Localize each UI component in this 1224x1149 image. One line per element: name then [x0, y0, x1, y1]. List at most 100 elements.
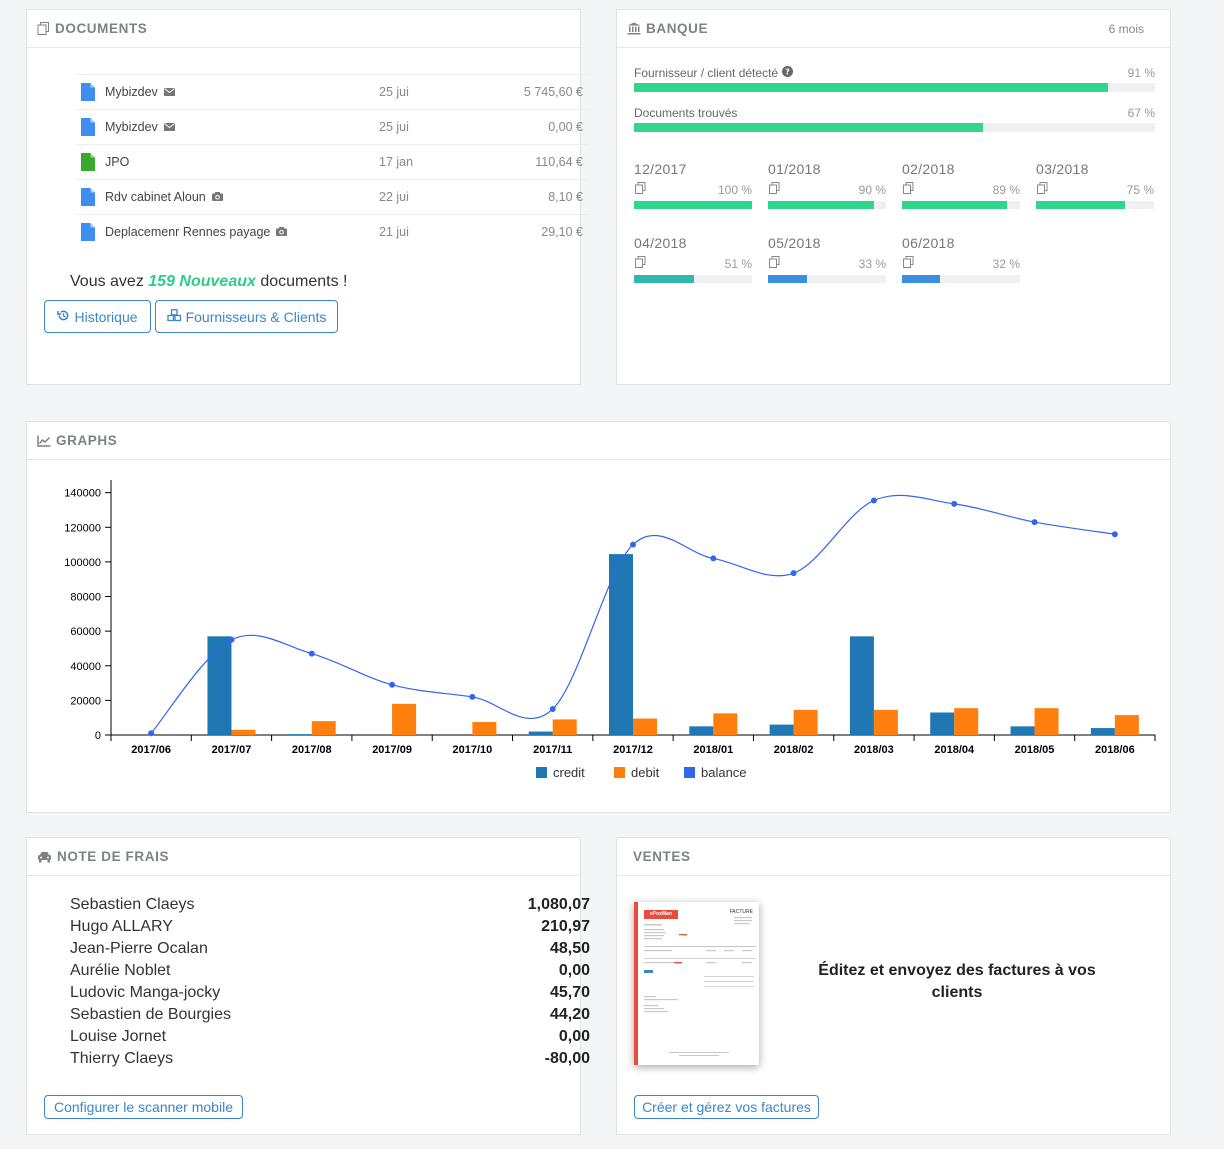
bank-month-track — [634, 275, 752, 283]
bank-month-label: 03/2018 — [1036, 161, 1089, 177]
copy-icon — [635, 255, 646, 273]
expense-row[interactable]: Ludovic Manga-jocky 45,70 — [70, 982, 590, 1004]
point-balance[interactable] — [469, 693, 476, 700]
point-balance[interactable] — [389, 681, 396, 688]
expense-row[interactable]: Jean-Pierre Ocalan 48,50 — [70, 938, 590, 960]
bar-debit[interactable] — [793, 709, 818, 735]
expense-row[interactable]: Aurélie Noblet 0,00 — [70, 960, 590, 982]
legend-swatch-debit — [614, 767, 625, 778]
ventes-panel: VENTES ePosMan FACTURE Éditez et envoyez… — [616, 837, 1171, 1135]
help-icon[interactable]: ? — [782, 66, 794, 80]
bar-credit[interactable] — [689, 726, 714, 735]
bar-debit[interactable] — [633, 718, 657, 735]
bar-debit[interactable] — [392, 703, 417, 735]
legend-label-credit[interactable]: credit — [553, 765, 585, 780]
new-documents-count[interactable]: 159 Nouveaux — [148, 273, 256, 290]
expense-amount: 45,70 — [549, 984, 590, 1001]
point-balance[interactable] — [228, 636, 235, 643]
document-row[interactable]: Mybizdev 25 jui 5 745,60 € — [75, 74, 589, 109]
bar-credit[interactable] — [849, 636, 874, 735]
bank-month-stat[interactable]: 02/2018 89 % — [902, 161, 1022, 211]
bar-debit[interactable] — [472, 722, 497, 735]
point-balance[interactable] — [549, 706, 556, 713]
document-date: 25 jui — [379, 85, 409, 99]
banque-header: BANQUE 6 mois — [617, 10, 1170, 48]
document-row[interactable]: Deplacemenr Rennes payage 21 jui 29,10 € — [75, 214, 589, 249]
document-name-cell: Deplacemenr Rennes payage — [105, 225, 379, 239]
legend-swatch-balance — [684, 767, 695, 778]
document-name-cell: Mybizdev — [105, 120, 379, 134]
bar-credit[interactable] — [528, 731, 553, 735]
expense-row[interactable]: Hugo ALLARY 210,97 — [70, 916, 590, 938]
bar-debit[interactable] — [954, 708, 979, 735]
point-balance[interactable] — [790, 570, 797, 577]
point-balance[interactable] — [308, 650, 315, 657]
bank-month-stat[interactable]: 12/2017 100 % — [634, 161, 754, 211]
document-date: 17 jan — [379, 155, 414, 169]
bank-icon — [627, 22, 641, 35]
summary-prefix: Vous avez — [70, 273, 144, 290]
point-balance[interactable] — [710, 555, 717, 562]
expense-person: Thierry Claeys — [70, 1050, 174, 1067]
graphs-header: GRAPHS — [27, 422, 1170, 460]
point-balance[interactable] — [148, 730, 155, 737]
legend-label-balance[interactable]: balance — [701, 765, 747, 780]
bar-credit[interactable] — [287, 734, 312, 735]
bar-debit[interactable] — [1034, 708, 1059, 735]
document-date: 25 jui — [379, 120, 409, 134]
expense-row[interactable]: Thierry Claeys -80,00 — [70, 1048, 590, 1070]
document-amount: 8,10 € — [548, 190, 583, 204]
expense-amount: 44,20 — [549, 1006, 590, 1023]
file-icon — [81, 83, 95, 101]
bank-month-stat[interactable]: 01/2018 90 % — [768, 161, 888, 211]
expense-row[interactable]: Sebastien de Bourgies 44,20 — [70, 1004, 590, 1026]
bar-debit[interactable] — [311, 721, 336, 735]
banque-title: BANQUE — [646, 21, 709, 36]
document-row[interactable]: JPO 17 jan 110,64 € — [75, 144, 589, 179]
bar-debit[interactable] — [873, 709, 898, 735]
point-balance[interactable] — [870, 497, 877, 504]
bank-month-fill — [902, 275, 940, 283]
banque-period[interactable]: 6 mois — [1108, 21, 1144, 36]
history-button[interactable]: Historique — [44, 300, 151, 333]
bank-month-track — [768, 201, 886, 209]
expense-amount: -80,00 — [544, 1050, 590, 1067]
bar-debit[interactable] — [1114, 715, 1139, 735]
bank-month-stat[interactable]: 05/2018 33 % — [768, 235, 888, 285]
bank-month-fill — [768, 275, 807, 283]
bar-credit[interactable] — [1090, 728, 1115, 735]
bank-month-fill — [902, 201, 1008, 209]
expense-person: Aurélie Noblet — [70, 962, 171, 979]
legend-label-debit[interactable]: debit — [631, 765, 660, 780]
document-amount: 110,64 € — [535, 155, 583, 169]
bar-credit[interactable] — [609, 554, 633, 735]
bank-month-stat[interactable]: 04/2018 51 % — [634, 235, 754, 285]
point-balance[interactable] — [1111, 531, 1118, 538]
expense-row[interactable]: Sebastien Claeys 1,080,07 — [70, 894, 590, 916]
bar-credit[interactable] — [207, 636, 232, 735]
suppliers-clients-button[interactable]: Fournisseurs & Clients — [155, 300, 338, 333]
create-invoices-button[interactable]: Créer et gérez vos factures — [634, 1095, 819, 1119]
bar-credit[interactable] — [769, 724, 794, 735]
expense-row[interactable]: Louise Jornet 0,00 — [70, 1026, 590, 1048]
bank-bar-percent: 67 % — [1127, 106, 1155, 120]
bank-month-percent: 33 % — [858, 257, 886, 271]
bank-month-stat[interactable]: 06/2018 32 % — [902, 235, 1022, 285]
point-balance[interactable] — [951, 500, 958, 507]
bar-credit[interactable] — [1010, 726, 1035, 735]
document-name-cell: Mybizdev — [105, 85, 379, 99]
ventes-message: Éditez et envoyez des factures à vos cli… — [818, 962, 1096, 1001]
bank-month-stat[interactable]: 03/2018 75 % — [1036, 161, 1156, 211]
document-row[interactable]: Mybizdev 25 jui 0,00 € — [75, 109, 589, 144]
invoice-lines — [644, 917, 756, 1056]
bar-credit[interactable] — [930, 712, 955, 735]
point-balance[interactable] — [1031, 519, 1038, 526]
bank-bar-track — [634, 123, 1155, 132]
bar-debit[interactable] — [713, 713, 738, 735]
point-balance[interactable] — [630, 541, 636, 548]
bar-debit[interactable] — [552, 719, 577, 735]
document-row[interactable]: Rdv cabinet Aloun 22 jui 8,10 € — [75, 179, 589, 214]
bar-debit[interactable] — [231, 729, 256, 735]
y-tick-label: 140000 — [64, 488, 101, 500]
configure-scanner-button[interactable]: Configurer le scanner mobile — [44, 1095, 243, 1119]
